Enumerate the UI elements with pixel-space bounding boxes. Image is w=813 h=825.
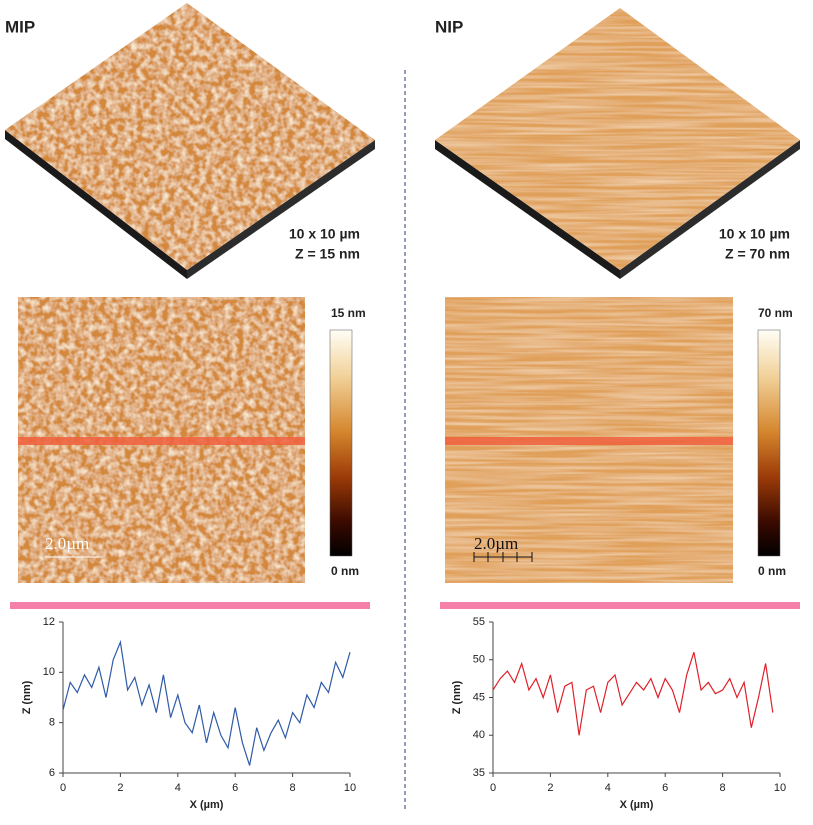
profile-line (445, 437, 733, 445)
x-tick-label: 10 (344, 782, 356, 794)
y-axis-label: Z (nm) (451, 680, 463, 714)
y-tick-label: 50 (473, 654, 485, 666)
y-tick-label: 40 (473, 729, 485, 741)
x-tick-label: 2 (547, 782, 553, 794)
y-tick-label: 12 (43, 616, 55, 628)
x-axis-label: X (µm) (620, 799, 654, 811)
y-tick-label: 6 (49, 767, 55, 779)
y-tick-label: 10 (43, 666, 55, 678)
x-tick-label: 0 (490, 782, 496, 794)
scale-bar-label: 2.0µm (45, 534, 89, 553)
surface-side (5, 130, 187, 279)
x-axis-label: X (µm) (190, 799, 224, 811)
y-axis-label: Z (nm) (21, 680, 33, 714)
colorbar (757, 329, 781, 557)
profile-line (18, 437, 305, 445)
panel-label: NIP (435, 17, 463, 36)
panel-label: MIP (5, 17, 35, 36)
z-range: Z = 70 nm (725, 246, 790, 262)
surface-3d (435, 8, 800, 270)
colorbar-min: 0 nm (758, 564, 786, 578)
scale-bar (473, 552, 533, 562)
profile-line (62, 639, 351, 766)
x-tick-label: 10 (774, 782, 786, 794)
z-range: Z = 15 nm (295, 246, 360, 262)
y-tick-label: 35 (473, 767, 485, 779)
profile-line (492, 652, 774, 736)
surface-side (620, 140, 800, 279)
x-tick-label: 4 (605, 782, 611, 794)
x-tick-label: 6 (662, 782, 668, 794)
scan-size: 10 x 10 µm (289, 226, 360, 242)
colorbar (329, 329, 353, 557)
surface-3d (5, 3, 375, 270)
colorbar-max: 70 nm (758, 306, 793, 320)
colorbar-min: 0 nm (331, 564, 359, 578)
x-tick-label: 2 (117, 782, 123, 794)
x-tick-label: 6 (232, 782, 238, 794)
y-tick-label: 55 (473, 616, 485, 628)
scale-bar-label: 2.0µm (474, 534, 518, 553)
x-tick-label: 0 (60, 782, 66, 794)
separator-bar (10, 602, 370, 609)
surface-side (435, 140, 620, 279)
scan-size: 10 x 10 µm (719, 226, 790, 242)
x-tick-label: 8 (290, 782, 296, 794)
surface-side (187, 140, 375, 279)
separator-bar (440, 602, 800, 609)
y-tick-label: 45 (473, 691, 485, 703)
y-tick-label: 8 (49, 717, 55, 729)
colorbar-max: 15 nm (331, 306, 366, 320)
x-tick-label: 8 (720, 782, 726, 794)
x-tick-label: 4 (175, 782, 181, 794)
